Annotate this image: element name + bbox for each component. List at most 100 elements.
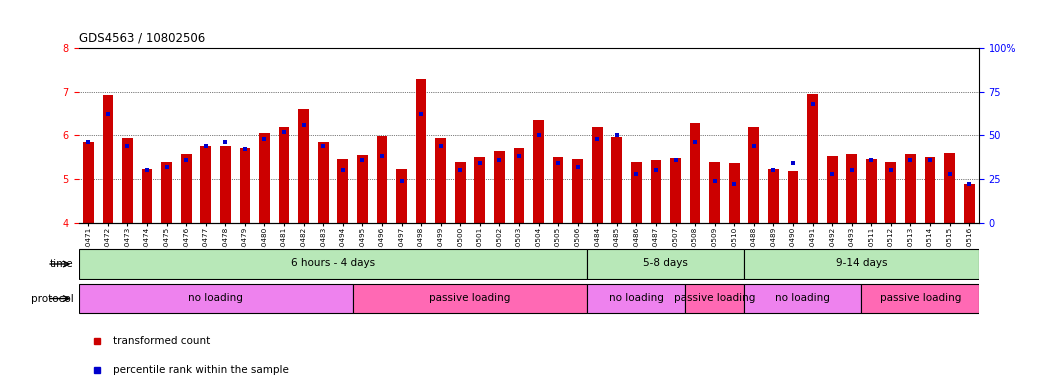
Text: no loading: no loading <box>609 293 664 303</box>
Bar <box>454 162 466 223</box>
Text: passive loading: passive loading <box>674 293 755 303</box>
Point <box>863 157 879 163</box>
Bar <box>650 160 662 223</box>
Point <box>471 160 488 166</box>
Bar <box>827 156 838 223</box>
Bar <box>729 163 739 223</box>
Point <box>588 136 605 142</box>
Point <box>275 129 292 135</box>
Bar <box>744 249 979 279</box>
Bar <box>83 142 93 223</box>
Point <box>745 143 762 149</box>
Point <box>765 167 782 174</box>
Bar <box>744 284 862 313</box>
Point <box>667 157 684 163</box>
Bar <box>436 138 446 223</box>
Bar <box>768 169 779 223</box>
Bar <box>533 120 543 223</box>
Bar <box>416 79 426 223</box>
Bar <box>964 184 975 223</box>
Bar <box>553 157 563 223</box>
Bar <box>353 284 587 313</box>
Bar <box>807 94 818 223</box>
Bar <box>79 284 353 313</box>
Bar <box>587 249 744 279</box>
Point <box>158 164 175 170</box>
Bar <box>240 149 250 223</box>
Point <box>393 178 409 184</box>
Bar <box>573 159 583 223</box>
Point <box>432 143 449 149</box>
Point <box>921 157 938 163</box>
Point <box>687 139 704 146</box>
Point <box>257 136 273 142</box>
Bar <box>587 284 686 313</box>
Point <box>198 143 215 149</box>
Bar <box>337 159 349 223</box>
Point <box>804 101 821 107</box>
Bar <box>396 169 407 223</box>
Point <box>119 143 136 149</box>
Bar <box>866 159 876 223</box>
Point <box>570 164 586 170</box>
Bar <box>377 136 387 223</box>
Text: transformed count: transformed count <box>113 336 210 346</box>
Bar <box>592 127 603 223</box>
Text: passive loading: passive loading <box>429 293 511 303</box>
Point <box>903 157 919 163</box>
Bar <box>686 284 744 313</box>
Bar <box>494 151 505 223</box>
Point <box>628 171 645 177</box>
Point <box>707 178 723 184</box>
Point <box>178 157 195 163</box>
Point <box>961 181 978 187</box>
Bar <box>514 149 525 223</box>
Text: no loading: no loading <box>188 293 243 303</box>
Bar <box>690 123 700 223</box>
Bar <box>220 146 230 223</box>
Point <box>550 160 566 166</box>
Text: 9-14 days: 9-14 days <box>836 258 887 268</box>
Text: 5-8 days: 5-8 days <box>643 258 688 268</box>
Point <box>608 132 625 139</box>
Point <box>452 167 469 174</box>
Bar <box>79 249 587 279</box>
Point <box>784 160 801 166</box>
Bar <box>141 169 153 223</box>
Point <box>80 139 96 146</box>
Point <box>217 139 233 146</box>
Point <box>648 167 665 174</box>
Bar <box>122 137 133 223</box>
Bar <box>925 157 935 223</box>
Point <box>883 167 899 174</box>
Bar <box>709 162 720 223</box>
Point <box>511 153 528 159</box>
Point <box>413 111 429 118</box>
Bar <box>259 133 270 223</box>
Point <box>315 143 332 149</box>
Bar <box>611 137 622 223</box>
Point <box>824 171 841 177</box>
Bar <box>279 127 289 223</box>
Point <box>530 132 547 139</box>
Bar <box>944 153 955 223</box>
Bar <box>846 154 857 223</box>
Bar <box>670 158 681 223</box>
Point <box>726 181 742 187</box>
Text: GDS4563 / 10802506: GDS4563 / 10802506 <box>79 31 205 44</box>
Bar <box>631 162 642 223</box>
Bar <box>886 162 896 223</box>
Point <box>843 167 860 174</box>
Bar <box>474 157 485 223</box>
Point <box>941 171 958 177</box>
Bar <box>787 171 799 223</box>
Bar <box>200 146 211 223</box>
Text: percentile rank within the sample: percentile rank within the sample <box>113 364 289 375</box>
Text: passive loading: passive loading <box>879 293 961 303</box>
Point <box>491 157 508 163</box>
Bar <box>181 154 192 223</box>
Bar <box>103 95 113 223</box>
Bar <box>357 155 367 223</box>
Text: protocol: protocol <box>30 293 73 304</box>
Point <box>334 167 351 174</box>
